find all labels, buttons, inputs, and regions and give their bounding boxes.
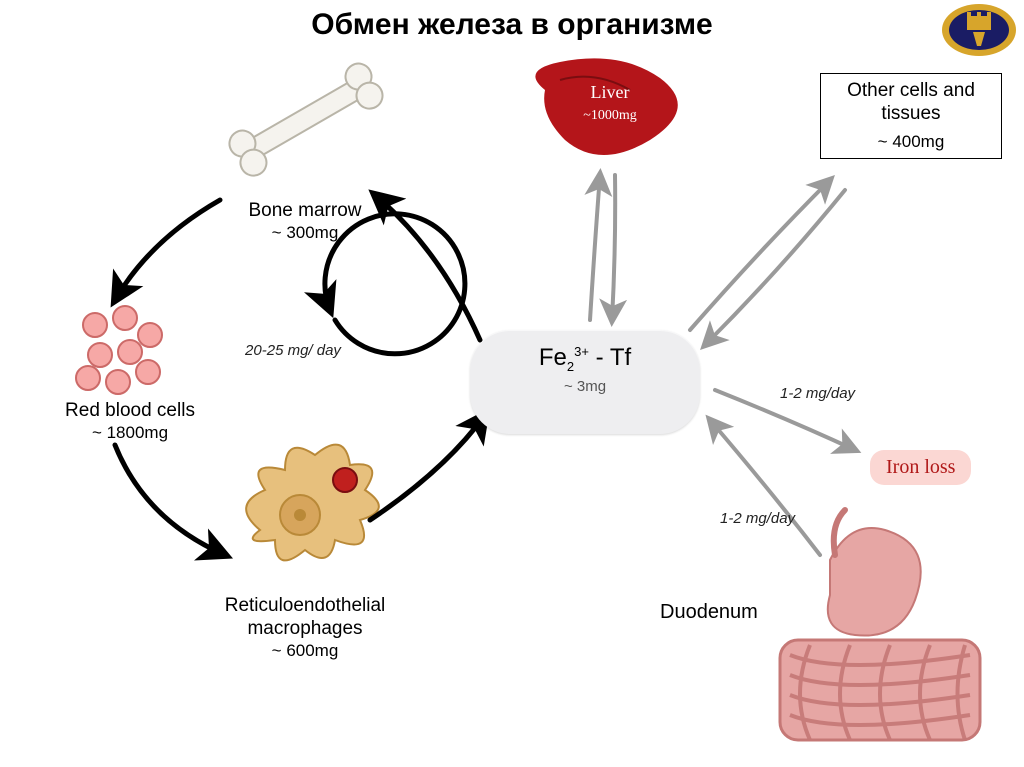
duodenum-label: Duodenum xyxy=(660,600,820,624)
bone-icon xyxy=(225,59,388,181)
iron-loss-text: Iron loss xyxy=(886,456,955,478)
uptake-rate: 1-2 mg/day xyxy=(720,510,795,527)
liver-label: Liver ~1000mg xyxy=(565,82,655,124)
other-name: Other cells and tissues xyxy=(831,80,991,126)
liver-name: Liver xyxy=(591,82,630,102)
rbc-icon xyxy=(76,306,162,394)
university-logo xyxy=(940,2,1018,58)
rbc-name: Red blood cells xyxy=(30,400,230,423)
macrophage-label: Reticuloendothelial macrophages ~ 600mg xyxy=(165,595,445,661)
liver-amount: ~1000mg xyxy=(583,108,636,123)
bone-name: Bone marrow xyxy=(225,200,385,223)
cycle-rate: 20-25 mg/ day xyxy=(238,342,348,359)
duodenum-name: Duodenum xyxy=(660,600,820,624)
center-amount: ~ 3mg xyxy=(470,378,700,395)
duodenum-icon xyxy=(780,510,980,740)
rbc-label: Red blood cells ~ 1800mg xyxy=(30,400,230,443)
rbc-amount: ~ 1800mg xyxy=(30,423,230,443)
bone-amount: ~ 300mg xyxy=(225,223,385,243)
bone-label: Bone marrow ~ 300mg xyxy=(225,200,385,243)
other-amount: ~ 400mg xyxy=(831,132,991,152)
macrophage-name: Reticuloendothelial macrophages xyxy=(165,595,445,641)
iron-loss: Iron loss xyxy=(870,450,971,485)
center-formula: Fe23+ - Tf xyxy=(470,344,700,374)
macrophage-icon xyxy=(246,445,379,561)
center-transferrin: Fe23+ - Tf ~ 3mg xyxy=(470,330,700,434)
page-title: Обмен железа в организме xyxy=(0,8,1024,42)
macrophage-amount: ~ 600mg xyxy=(165,641,445,661)
loss-rate: 1-2 mg/day xyxy=(780,385,855,402)
other-cells-box: Other cells and tissues ~ 400mg xyxy=(820,73,1002,159)
